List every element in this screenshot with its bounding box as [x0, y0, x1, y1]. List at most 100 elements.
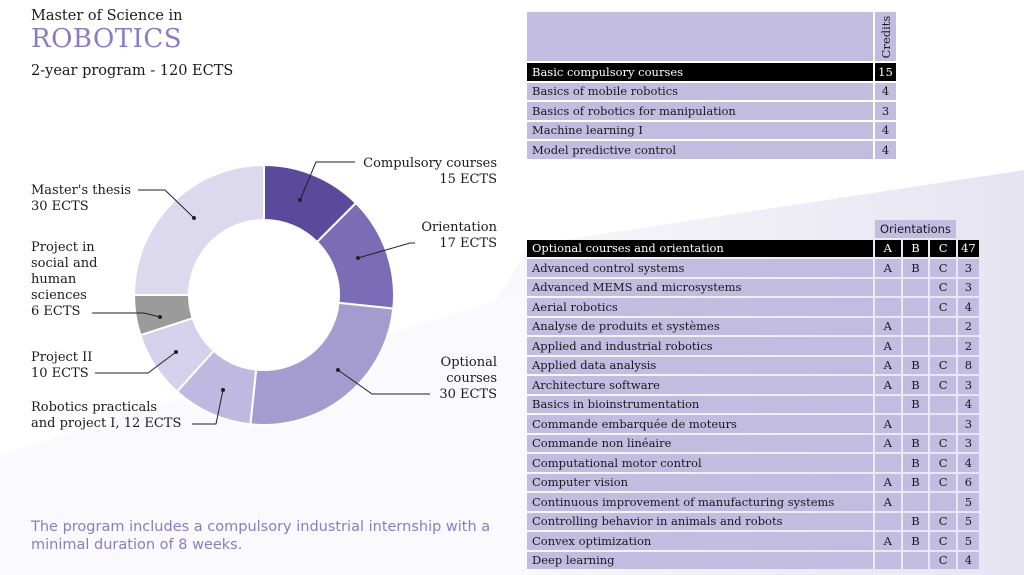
course-name: Architecture software: [527, 376, 873, 394]
course-name: Commande embarquée de moteurs: [527, 415, 873, 433]
orientation-b: [902, 415, 929, 433]
table-row: Computer vision A B C 6: [527, 473, 979, 491]
label-optional-ects: 30 ECTS: [439, 387, 497, 402]
orientation-a: A: [875, 376, 901, 394]
table1-section-row: Basic compulsory courses 15: [527, 63, 896, 81]
table2-section-c: C: [930, 239, 956, 257]
course-credits: 4: [875, 141, 896, 159]
label-shs-line1: Project in: [31, 240, 95, 255]
orientation-a: A: [875, 493, 901, 511]
course-credits: 2: [957, 337, 979, 355]
program-info: 2-year program - 120 ECTS: [31, 63, 234, 79]
table-row: Commande embarquée de moteurs A 3: [527, 415, 979, 433]
course-credits: 4: [957, 454, 979, 472]
orientation-b: [902, 317, 929, 335]
orientation-a: A: [875, 415, 901, 433]
label-shs-line3: human: [31, 272, 77, 287]
orientation-b: B: [902, 434, 929, 452]
label-optional: Optional courses 30 ECTS: [400, 355, 497, 403]
orientation-a: [875, 512, 901, 530]
orientation-c: C: [930, 259, 956, 277]
table-row: Advanced MEMS and microsystems C 3: [527, 278, 979, 296]
credits-header: Credits: [875, 12, 896, 61]
course-name: Advanced MEMS and microsystems: [527, 278, 873, 296]
course-name: Aerial robotics: [527, 298, 873, 316]
course-credits: 3: [957, 278, 979, 296]
label-thesis-ects: 30 ECTS: [31, 199, 89, 214]
orientation-a: A: [875, 337, 901, 355]
course-credits: 4: [875, 82, 896, 100]
course-name: Basics of mobile robotics: [527, 82, 873, 100]
page-title: ROBOTICS: [31, 24, 183, 54]
course-name: Analyse de produits et systèmes: [527, 317, 873, 335]
table2-section-credits: 47: [957, 239, 979, 257]
table2-section-row: Optional courses and orientation A B C 4…: [527, 239, 979, 257]
orientation-c: [930, 415, 956, 433]
orientation-a: [875, 551, 901, 569]
orientation-a: [875, 395, 901, 413]
orientation-c: [930, 317, 956, 335]
table-row: Analyse de produits et systèmes A 2: [527, 317, 979, 335]
course-credits: 2: [957, 317, 979, 335]
table-row: Basics in bioinstrumentation B 4: [527, 395, 979, 413]
course-name: Commande non linéaire: [527, 434, 873, 452]
table1-header-blank: [527, 12, 873, 61]
label-compulsory-ects: 15 ECTS: [439, 172, 497, 187]
subtitle: Master of Science in: [31, 8, 183, 24]
donut-slice-optional-courses: [249, 301, 395, 426]
internship-note: The program includes a compulsory indust…: [31, 519, 491, 553]
orientation-c: [930, 395, 956, 413]
orientation-b: [902, 551, 929, 569]
table-row: Advanced control systems A B C 3: [527, 259, 979, 277]
label-shs: Project in social and human sciences 6 E…: [31, 240, 97, 320]
course-name: Computer vision: [527, 473, 873, 491]
orientation-b: B: [902, 454, 929, 472]
table2-section-a: A: [875, 239, 901, 257]
label-practicals-line1: Robotics practicals: [31, 400, 158, 415]
orientation-b: B: [902, 395, 929, 413]
orientation-b: B: [902, 512, 929, 530]
table-row: Computational motor control B C 4: [527, 454, 979, 472]
course-credits: 6: [957, 473, 979, 491]
table2-header-blank-credits: [958, 220, 979, 238]
label-project2-name: Project II: [31, 350, 93, 365]
course-credits: 3: [875, 102, 896, 120]
orientation-c: C: [930, 376, 956, 394]
orientation-c: C: [930, 473, 956, 491]
orientation-a: [875, 278, 901, 296]
course-credits: 3: [957, 415, 979, 433]
course-name: Continuous improvement of manufacturing …: [527, 493, 873, 511]
ects-donut-chart: [92, 161, 430, 426]
course-credits: 4: [957, 551, 979, 569]
orientation-c: [930, 337, 956, 355]
label-thesis: Master's thesis 30 ECTS: [31, 183, 131, 215]
table1-section-credits: 15: [875, 63, 896, 81]
table-row: Architecture software A B C 3: [527, 376, 979, 394]
orientation-b: B: [902, 473, 929, 491]
course-name: Convex optimization: [527, 532, 873, 550]
label-shs-line4: sciences: [31, 288, 87, 303]
orientation-b: [902, 278, 929, 296]
label-project2: Project II 10 ECTS: [31, 350, 92, 382]
orientation-a: A: [875, 473, 901, 491]
orientation-b: B: [902, 532, 929, 550]
table1-section-name: Basic compulsory courses: [527, 63, 873, 81]
label-compulsory: Compulsory courses 15 ECTS: [330, 156, 497, 188]
course-credits: 3: [957, 376, 979, 394]
orientation-a: A: [875, 356, 901, 374]
course-name: Basics of robotics for manipulation: [527, 102, 873, 120]
course-name: Machine learning I: [527, 121, 873, 139]
donut-slice-master-s-thesis: [132, 163, 265, 296]
orientation-c: C: [930, 434, 956, 452]
course-credits: 8: [957, 356, 979, 374]
course-name: Applied and industrial robotics: [527, 337, 873, 355]
table2-section-b: B: [902, 239, 929, 257]
table-row: Convex optimization A B C 5: [527, 532, 979, 550]
orientation-c: C: [930, 278, 956, 296]
table2-section-name: Optional courses and orientation: [527, 239, 873, 257]
course-credits: 4: [957, 298, 979, 316]
course-credits: 5: [957, 532, 979, 550]
course-name: Deep learning: [527, 551, 873, 569]
label-orientation: Orientation 17 ECTS: [380, 220, 497, 252]
table-row: Deep learning C 4: [527, 551, 979, 569]
